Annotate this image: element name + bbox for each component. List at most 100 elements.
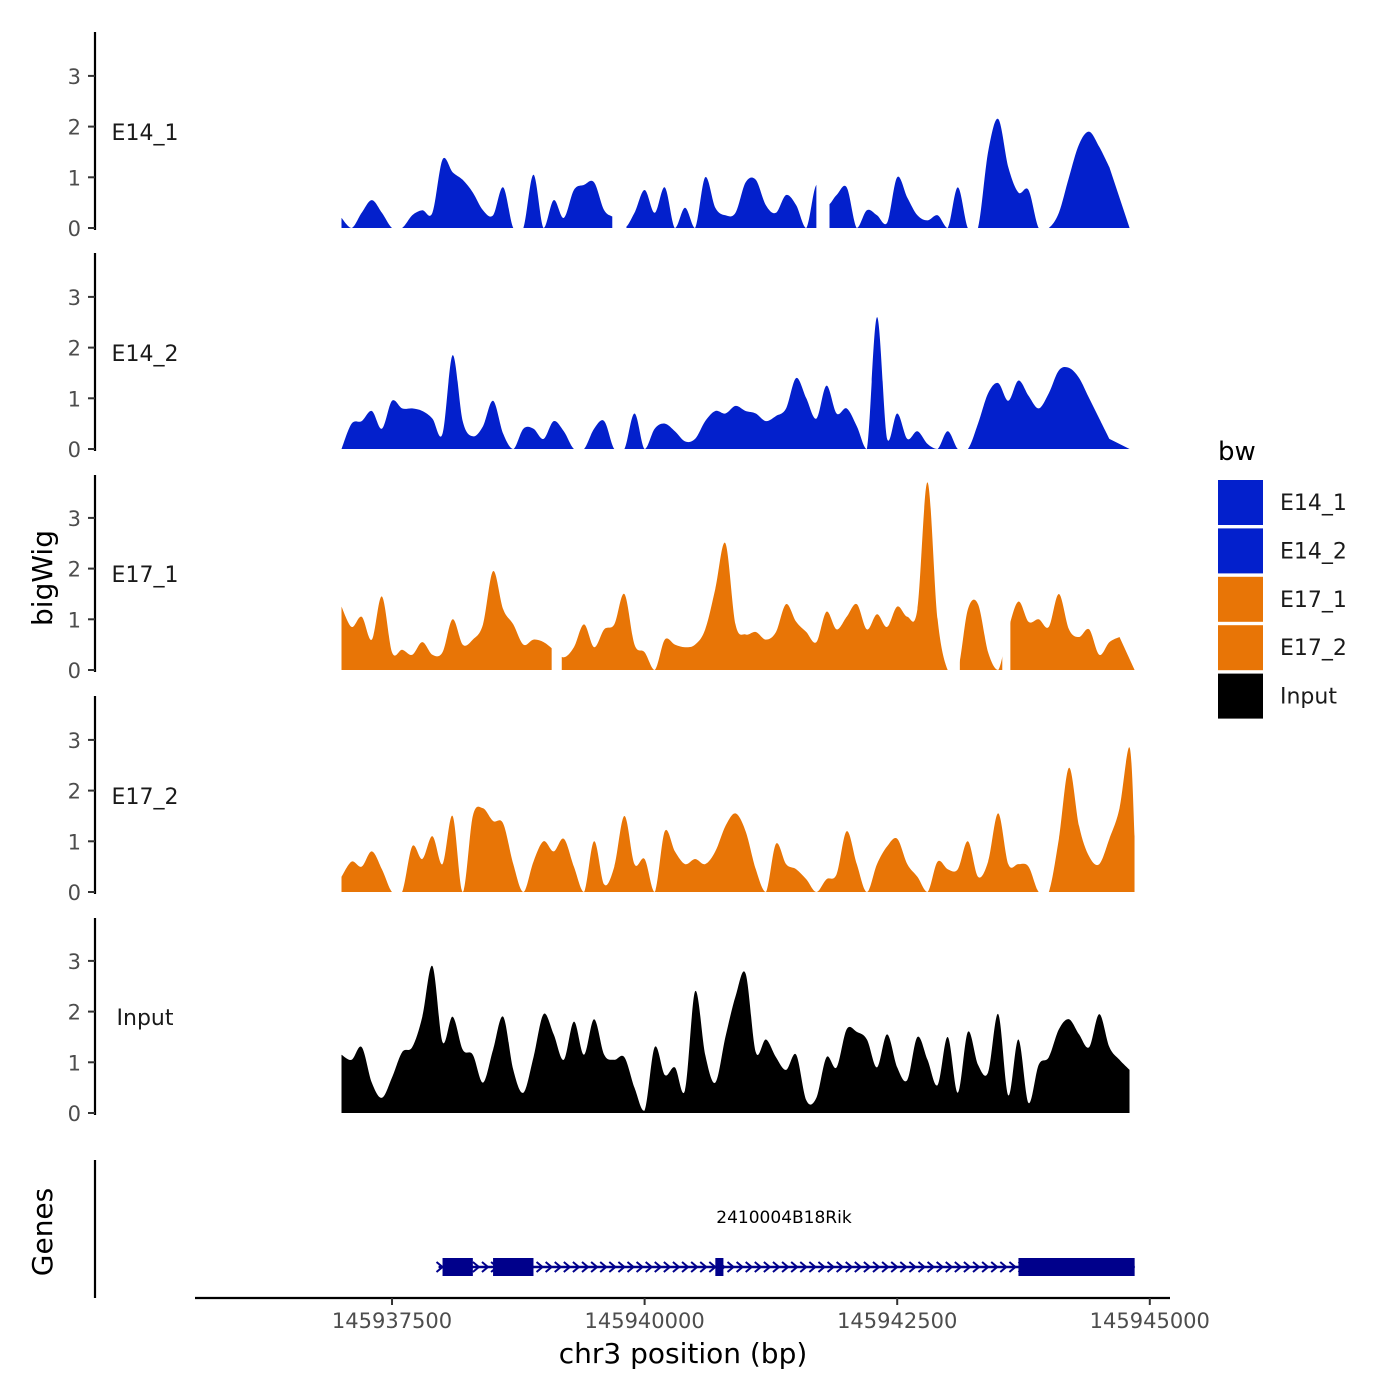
track-e17-2: 0 1 2 3 E17_2 [68,696,1135,905]
y-tick-label: 0 [68,881,81,905]
strand-chevron [626,1261,636,1273]
strand-chevron [981,1261,990,1273]
gene-exon [1018,1258,1135,1276]
x-axis: 145937500 145940000 145942500 145945000 [195,1296,1210,1333]
strand-chevron [854,1261,863,1273]
track-name-label: E17_1 [112,563,179,588]
y-tick-label: 2 [68,116,81,140]
track-e14-1: 0 1 2 3 E14_1 [68,22,1130,241]
legend-swatch [1218,576,1263,622]
y-tick-label: 2 [68,780,81,804]
strand-chevron [535,1261,545,1273]
strand-chevron [781,1261,790,1273]
y-tick-label: 3 [68,950,81,974]
y-tick-label: 2 [68,558,81,582]
strand-chevron [772,1261,781,1273]
strand-chevron [590,1261,599,1273]
coverage-gap [949,465,960,672]
coverage-gap [612,22,627,230]
strand-chevron [581,1261,590,1273]
x-axis-title: chr3 position (bp) [559,1337,808,1370]
y-tick-label: 1 [68,387,81,411]
strand-chevron [845,1261,854,1273]
legend-item-e14-2: E14_2 [1218,528,1347,574]
y-tick-label: 3 [68,729,81,753]
strand-chevron [808,1261,817,1273]
strand-chevron [835,1261,845,1273]
y-tick-label: 0 [68,1102,81,1126]
tracks-layer: 0 1 2 3 E14_1 0 1 2 3 E14_2 0 1 2 3 E17_1 0 1 2 3 E17_2 0 1 2 3… [68,22,1135,1126]
strand-chevron [908,1261,917,1273]
gene-exon [715,1258,724,1276]
strand-chevron [745,1261,754,1273]
x-tick-label: 145942500 [837,1309,957,1333]
strand-chevron [472,1261,481,1273]
track-e14-2: 0 1 2 3 E14_2 [68,253,1130,462]
coverage-area-e17-1 [341,482,1135,670]
coverage-gap [816,22,830,230]
strand-chevron [945,1261,954,1273]
y-tick-label: 0 [68,659,81,683]
strand-chevron [899,1261,908,1273]
legend-swatch [1218,673,1263,719]
gene-track: 2410004B18Rik [93,1160,1136,1298]
x-tick-label: 145945000 [1090,1309,1210,1333]
strand-chevron [999,1261,1008,1273]
legend-item-e17-1: E17_1 [1218,576,1347,622]
strand-chevron [617,1261,626,1273]
coverage-area-e14-1 [341,118,1130,228]
strand-chevron [754,1261,763,1273]
y-axis-title: bigWig [26,530,59,626]
strand-chevron [690,1261,699,1273]
strand-chevron [554,1261,563,1273]
y-tick-label: 3 [68,286,81,310]
coverage-gap [551,465,562,672]
strand-chevron [708,1261,717,1273]
strand-chevron [699,1261,708,1273]
y-tick-label: 3 [68,507,81,531]
track-name-label: E14_1 [112,121,179,146]
legend: E14_1 E14_2 E17_1 E17_2 Input [1218,480,1347,719]
strand-chevron [926,1261,936,1273]
strand-chevron [481,1261,490,1273]
legend-swatch [1218,625,1263,671]
gene-exon [493,1258,534,1276]
strand-chevron [817,1261,826,1273]
strand-chevron [881,1261,890,1273]
strand-chevron [735,1261,745,1273]
strand-chevron [726,1261,736,1273]
legend-label: E14_1 [1280,491,1347,516]
y-tick-label: 0 [68,217,81,241]
gene-name-label: 2410004B18Rik [716,1208,852,1228]
strand-chevron [954,1261,963,1273]
track-name-label: E17_2 [112,785,179,810]
strand-chevron [917,1261,927,1273]
strand-chevron [608,1261,617,1273]
strand-chevron [826,1261,836,1273]
strand-chevron [654,1261,663,1273]
legend-title: bw [1218,437,1256,467]
legend-item-e17-2: E17_2 [1218,625,1347,671]
strand-chevron [863,1261,872,1273]
coverage-area-input [341,965,1130,1113]
track-e17-1: 0 1 2 3 E17_1 [68,465,1135,683]
legend-label: E14_2 [1280,539,1347,564]
y-tick-label: 3 [68,65,81,89]
y-tick-label: 1 [68,608,81,632]
strand-chevron [790,1261,799,1273]
strand-chevron [599,1261,608,1273]
track-input: 0 1 2 3 Input [68,918,1130,1126]
track-name-label: Input [117,1006,174,1031]
strand-chevron [544,1261,554,1273]
strand-chevron [972,1261,981,1273]
strand-chevron [935,1261,945,1273]
legend-item-e14-1: E14_1 [1218,480,1347,525]
strand-chevron [890,1261,899,1273]
x-tick-label: 145937500 [332,1309,452,1333]
genes-axis-title: Genes [26,1188,59,1276]
coverage-gap [1002,465,1011,672]
legend-swatch [1218,480,1263,525]
y-tick-label: 1 [68,166,81,190]
track-name-label: E14_2 [112,342,179,367]
